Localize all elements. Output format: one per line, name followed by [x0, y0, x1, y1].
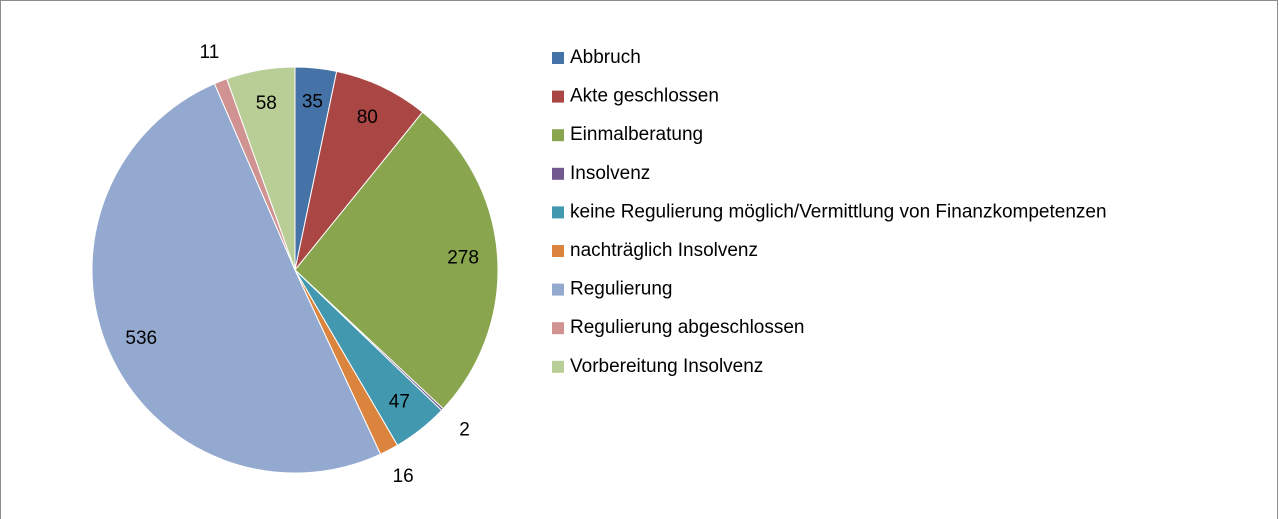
legend-label: Einmalberatung [570, 124, 703, 145]
data-label: 80 [357, 107, 378, 128]
legend-swatch [552, 52, 564, 64]
legend-label: Abbruch [570, 47, 641, 68]
legend-swatch [552, 90, 564, 103]
legend-label: Regulierung [570, 279, 672, 300]
legend-swatch [552, 245, 564, 257]
legend-swatch [552, 283, 564, 296]
data-label: 11 [200, 42, 220, 63]
data-label: 47 [389, 391, 410, 412]
legend-label: Akte geschlossen [570, 86, 719, 107]
data-label: 2 [459, 420, 470, 441]
data-label: 35 [302, 91, 323, 112]
pie-slice [294, 111, 499, 410]
legend-label: keine Regulierung möglich/Vermittlung vo… [570, 201, 1107, 222]
legend-swatch [552, 167, 564, 180]
legend-label: nachträglich Insolvenz [570, 240, 758, 261]
data-label: 16 [393, 466, 414, 487]
pie-slice [226, 66, 296, 271]
legend-label: Regulierung abgeschlossen [570, 317, 805, 338]
legend-swatch [552, 322, 564, 335]
legend-label: Vorbereitung Insolvenz [570, 356, 763, 377]
legend-swatch [552, 129, 564, 142]
pie-slice [91, 82, 382, 474]
legend-swatch [552, 360, 564, 373]
legend-label: Insolvenz [570, 163, 650, 184]
data-label: 58 [256, 93, 277, 114]
data-label: 536 [125, 328, 157, 349]
data-label: 278 [447, 247, 479, 268]
legend-swatch [552, 206, 564, 219]
pie-slice [294, 70, 424, 271]
